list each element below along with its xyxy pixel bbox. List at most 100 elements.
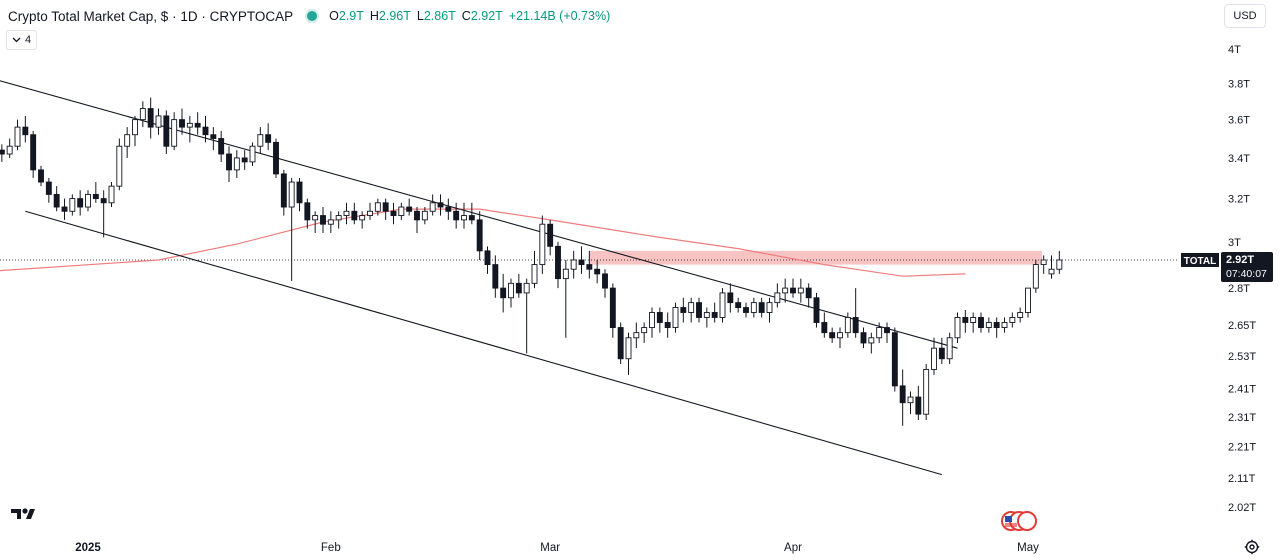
candle xyxy=(860,327,867,349)
candle xyxy=(218,130,225,162)
candle-body xyxy=(468,215,475,221)
candle-body xyxy=(1009,317,1016,323)
candle-body xyxy=(163,115,170,147)
resistance-zone[interactable] xyxy=(589,250,1042,265)
candle-body xyxy=(273,141,279,175)
x-axis-tick-label: Feb xyxy=(321,542,341,554)
candle-body xyxy=(797,287,804,294)
candle xyxy=(1017,307,1024,323)
candle-body xyxy=(954,317,961,339)
candle xyxy=(539,215,546,274)
candle-body xyxy=(782,287,789,294)
candle xyxy=(915,385,922,420)
channel-upper-line[interactable] xyxy=(0,66,958,349)
candle-body xyxy=(218,138,225,155)
candle-body xyxy=(343,210,350,217)
change-value: +21.14B (+0.73%) xyxy=(508,9,611,23)
symbol-tag xyxy=(1181,252,1219,267)
candle xyxy=(312,211,319,233)
candle xyxy=(249,142,256,166)
candle xyxy=(829,327,836,343)
candle-body xyxy=(962,317,969,323)
candle xyxy=(335,211,342,229)
candle xyxy=(656,307,663,333)
y-axis-tick-label: 2.53T xyxy=(1228,351,1256,363)
candle xyxy=(367,202,373,220)
candle-body xyxy=(931,347,937,370)
candle xyxy=(194,112,201,135)
candle xyxy=(664,312,671,338)
candle-body xyxy=(844,317,851,334)
candle-body xyxy=(1048,268,1055,275)
candle-body xyxy=(359,215,366,221)
candle xyxy=(938,337,945,365)
x-axis-tick-label: 2025 xyxy=(75,542,101,554)
candle xyxy=(406,198,413,216)
candle xyxy=(1032,259,1039,293)
candle xyxy=(696,297,702,323)
candle-body xyxy=(938,347,945,360)
candle xyxy=(53,186,60,212)
ohlc-close: C2.92T xyxy=(461,9,503,23)
candle xyxy=(45,177,52,203)
candle-body xyxy=(649,312,655,329)
symbol-title[interactable]: Crypto Total Market Cap, $ · 1D · CRYPTO… xyxy=(8,8,294,24)
candle xyxy=(226,146,232,183)
candle xyxy=(304,198,311,229)
candle-body xyxy=(915,396,922,415)
candle-body xyxy=(30,134,37,171)
y-axis-tick-label: 3T xyxy=(1228,237,1241,249)
candle-body xyxy=(1025,287,1031,313)
y-axis-tick-label: 2.11T xyxy=(1228,473,1256,485)
candle xyxy=(617,322,624,365)
candle xyxy=(602,269,608,298)
candle-body xyxy=(171,119,178,147)
candle-body xyxy=(6,145,13,155)
candle-body xyxy=(288,181,295,208)
candle-body xyxy=(547,223,554,247)
candle-body xyxy=(304,202,311,221)
candle-body xyxy=(280,173,287,208)
candle-body xyxy=(257,134,264,147)
candle xyxy=(453,202,460,229)
candle xyxy=(508,278,514,308)
candle-body xyxy=(1032,264,1039,289)
candle xyxy=(844,312,851,338)
candle xyxy=(970,312,977,333)
candle xyxy=(390,202,397,225)
candle-body xyxy=(609,287,616,329)
candle-body xyxy=(570,259,577,270)
us-flag-event-icon[interactable] xyxy=(1000,510,1040,532)
candle-body xyxy=(476,219,483,252)
candle-body xyxy=(367,210,373,217)
candle xyxy=(359,211,366,229)
settings-gear-icon[interactable] xyxy=(1244,539,1260,555)
currency-select[interactable]: USD xyxy=(1224,4,1266,28)
candle xyxy=(1056,250,1063,274)
candle xyxy=(108,182,115,208)
candle xyxy=(38,165,44,187)
market-status-icon xyxy=(307,11,318,21)
candle xyxy=(649,307,655,338)
candle-body xyxy=(868,337,875,344)
candle xyxy=(202,115,209,143)
indicators-toggle-button[interactable]: 4 xyxy=(6,30,38,50)
candle xyxy=(954,312,961,343)
candle-body xyxy=(907,396,914,404)
candle-body xyxy=(1040,259,1047,266)
candle xyxy=(484,246,491,274)
tradingview-logo-icon[interactable] xyxy=(10,505,42,523)
candle-body xyxy=(672,307,679,329)
candle-body xyxy=(335,215,342,221)
candle xyxy=(531,250,538,289)
candle-body xyxy=(641,327,648,334)
candle-body xyxy=(884,327,890,334)
y-axis-tick-label: 2.65T xyxy=(1228,320,1256,332)
candle xyxy=(766,297,773,323)
candle-body xyxy=(750,302,757,313)
candle xyxy=(116,138,123,191)
channel-lower-line[interactable] xyxy=(25,210,942,476)
candle-body xyxy=(625,337,632,360)
candle-body xyxy=(1017,312,1024,318)
